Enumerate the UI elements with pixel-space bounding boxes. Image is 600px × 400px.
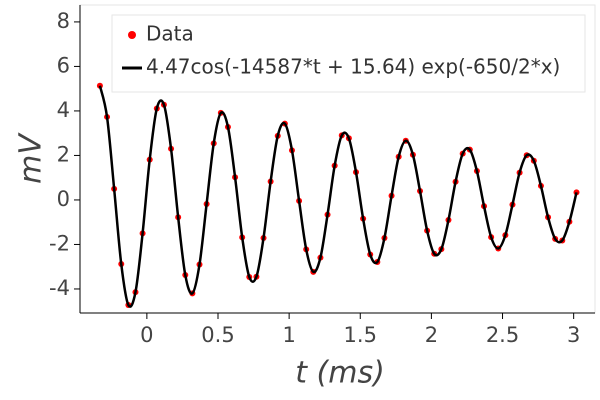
y-tick-label: 2 bbox=[57, 142, 70, 166]
legend-label: Data bbox=[146, 22, 194, 46]
y-tick-label: -4 bbox=[49, 276, 70, 300]
x-tick-label: 0 bbox=[140, 323, 153, 347]
legend-box bbox=[111, 14, 586, 93]
x-tick-label: 0.5 bbox=[201, 323, 234, 347]
x-tick-label: 1.5 bbox=[344, 323, 377, 347]
x-tick-label: 2.5 bbox=[486, 323, 519, 347]
y-tick-label: -2 bbox=[49, 231, 70, 255]
fit-line bbox=[98, 85, 578, 308]
x-tick-label: 2 bbox=[425, 323, 438, 347]
x-tick-label: 3 bbox=[567, 323, 580, 347]
legend-label: 4.47cos(-14587*t + 15.64) exp(-650/2*x) bbox=[146, 55, 560, 79]
y-axis-label: mV bbox=[14, 132, 49, 184]
y-tick-label: 6 bbox=[57, 53, 70, 77]
x-axis-label: t (ms) bbox=[295, 356, 385, 391]
y-tick-label: 4 bbox=[57, 98, 70, 122]
y-tick-label: 0 bbox=[57, 187, 70, 211]
legend-marker bbox=[128, 31, 136, 39]
x-tick-label: 1 bbox=[282, 323, 295, 347]
y-tick-label: 8 bbox=[57, 9, 70, 33]
